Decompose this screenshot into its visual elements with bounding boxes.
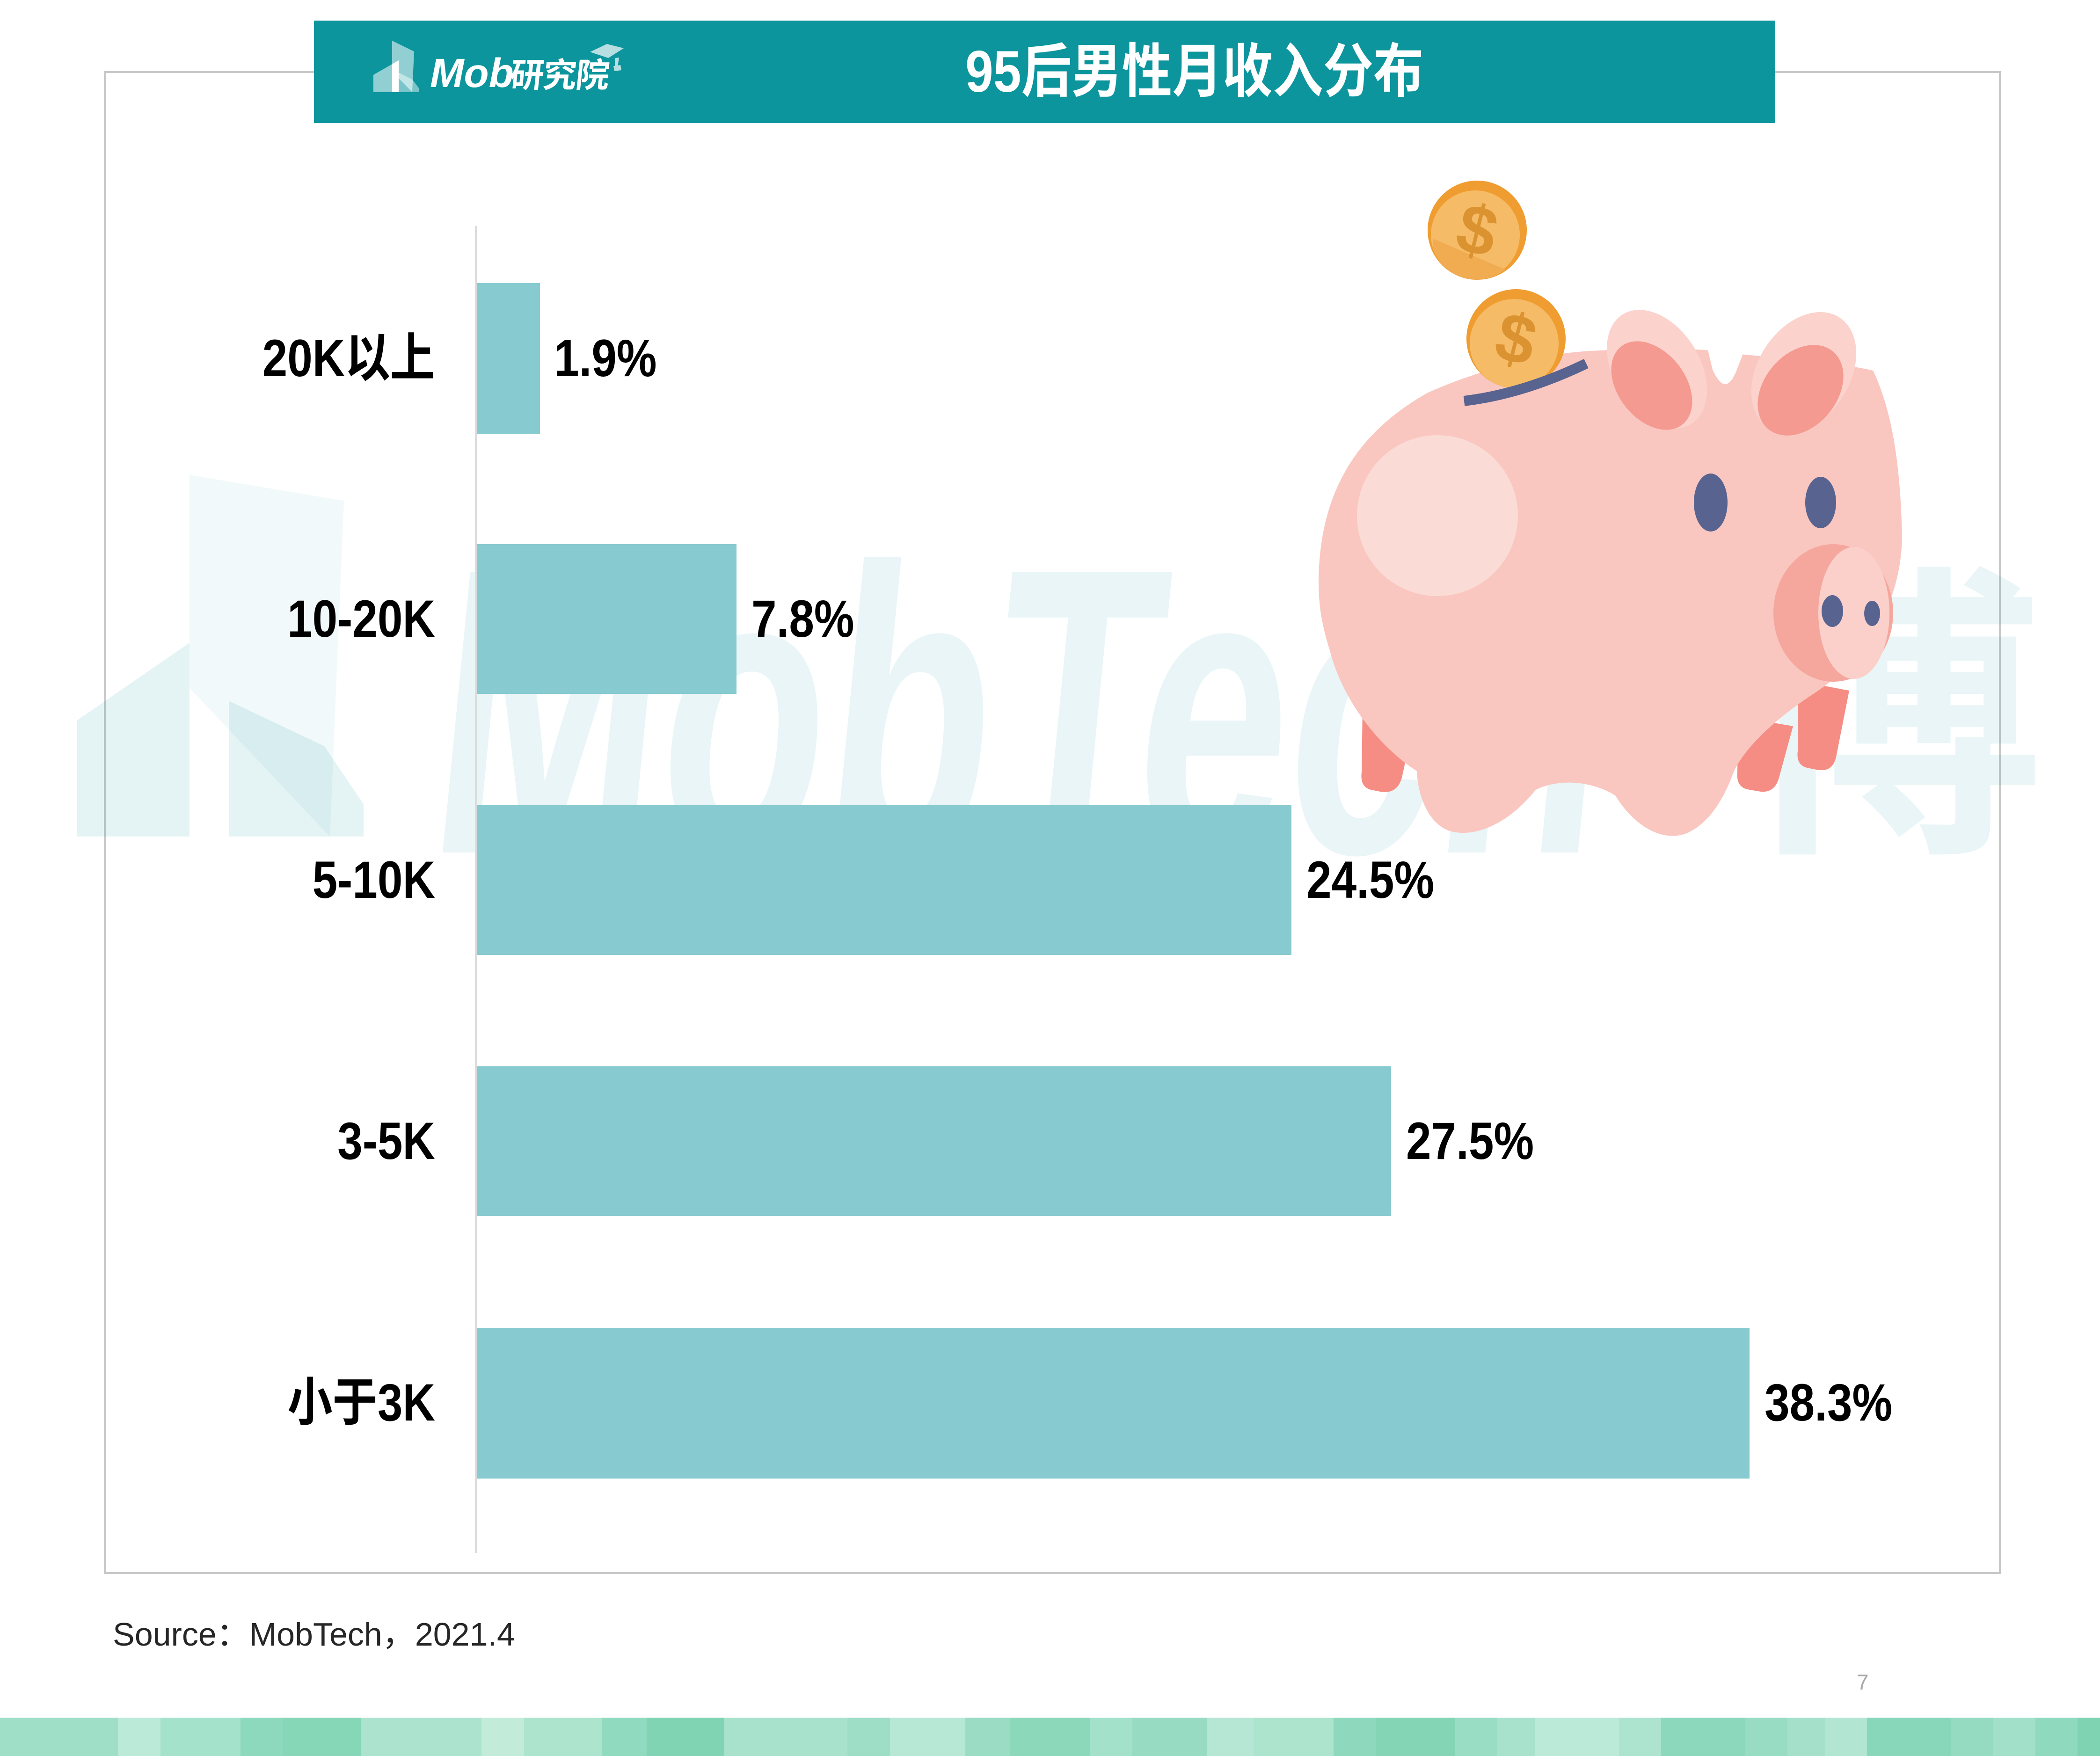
svg-text:研究院: 研究院 <box>508 48 612 97</box>
svg-text:Mob: Mob <box>430 51 514 96</box>
